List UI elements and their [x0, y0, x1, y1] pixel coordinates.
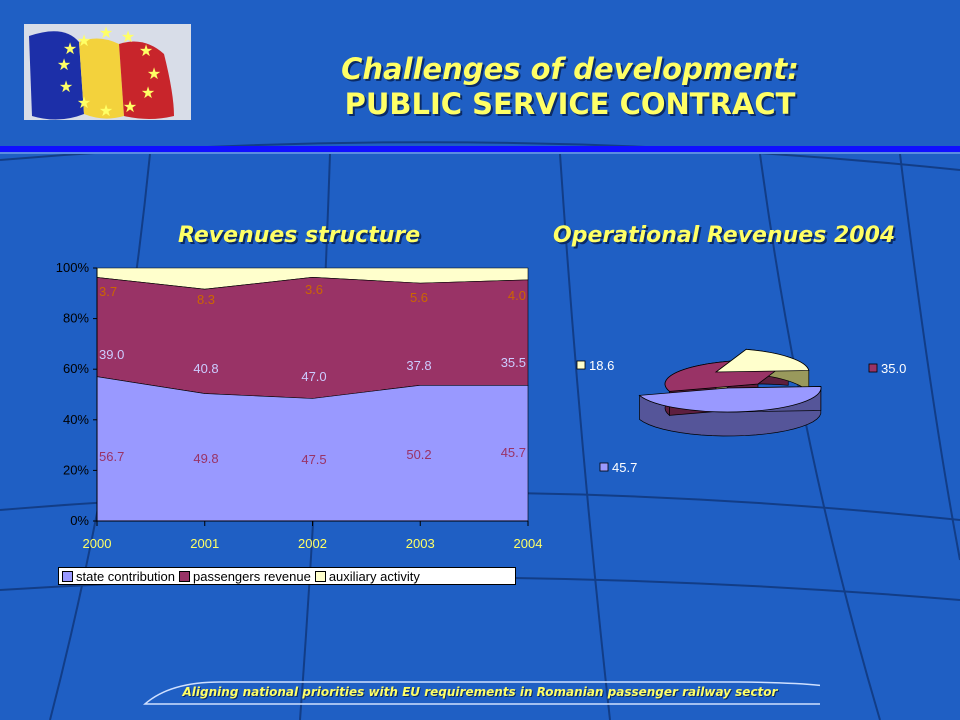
footer-banner: Aligning national priorities with EU req… [140, 680, 820, 706]
y-tick-label: 80% [63, 311, 89, 326]
data-label-passengers: 37.8 [406, 358, 431, 373]
pie-label-swatch [868, 363, 878, 373]
data-label-state: 45.7 [501, 445, 526, 460]
y-tick-label: 0% [70, 513, 89, 528]
svg-text:★: ★ [123, 99, 137, 116]
pie-slice-2 [714, 348, 810, 373]
data-label-auxiliary: 8.3 [197, 292, 215, 307]
chart-1-title: Revenues structure [178, 223, 421, 248]
footer-swoosh [143, 681, 820, 705]
svg-text:★: ★ [59, 79, 73, 96]
x-tick-label: 2003 [406, 536, 435, 551]
legend-item-passengers: passengers revenue [179, 569, 311, 584]
title-line-2: PUBLIC SERVICE CONTRACT [344, 87, 796, 121]
x-tick-label: 2004 [514, 536, 543, 551]
y-tick-label: 20% [63, 462, 89, 477]
data-label-state: 49.8 [193, 451, 218, 466]
area-state-contribution [96, 376, 529, 522]
data-label-passengers: 40.8 [193, 361, 218, 376]
chart-2-title: Operational Revenues 2004 [553, 223, 896, 248]
pie-label-swatch [576, 360, 586, 370]
y-tick-label: 60% [63, 361, 89, 376]
svg-text:★: ★ [57, 57, 71, 74]
pie-data-label: 35.0 [881, 361, 906, 376]
title-line-1: Challenges of development: [341, 52, 799, 86]
legend-item-auxiliary: auxiliary activity [314, 568, 420, 584]
legend-label-auxiliary: auxiliary activity [328, 568, 420, 584]
pie-slice-0 [638, 386, 822, 413]
svg-text:★: ★ [99, 25, 113, 42]
data-label-auxiliary: 3.6 [305, 282, 323, 297]
title-divider [0, 146, 960, 152]
data-label-auxiliary: 3.7 [99, 284, 117, 299]
x-tick-label: 2000 [83, 536, 112, 551]
svg-text:★: ★ [77, 33, 91, 50]
data-label-passengers: 35.5 [501, 355, 526, 370]
legend-label-passengers: passengers revenue [193, 568, 311, 584]
svg-text:★: ★ [141, 85, 155, 102]
title-divider-highlight [0, 152, 960, 154]
data-label-passengers: 39.0 [99, 347, 124, 362]
chart-1-legend: state contribution passengers revenue au… [58, 567, 516, 585]
legend-swatch-auxiliary [314, 570, 326, 582]
svg-text:★: ★ [147, 66, 161, 83]
legend-swatch-passengers [179, 570, 191, 582]
eu-romania-flag-logo: ★ ★ ★ ★ ★ ★ ★ ★ ★ ★ ★ ★ [24, 24, 191, 120]
svg-text:★: ★ [77, 95, 91, 112]
y-tick-label: 40% [63, 412, 89, 427]
pie-data-label: 45.7 [612, 460, 637, 475]
legend-item-state: state contribution [62, 569, 175, 584]
svg-text:★: ★ [139, 43, 153, 60]
svg-text:★: ★ [99, 103, 113, 120]
revenues-structure-area-chart: 0% 20% 40% 60% 80% 100% 2000 2001 2002 2003 2004 3.… [56, 260, 543, 551]
operational-revenues-pie-chart: 45.7 35.0 18.6 [576, 348, 906, 475]
x-tick-label: 2001 [190, 536, 219, 551]
pie-data-label: 18.6 [589, 358, 614, 373]
pie-label-swatch [599, 462, 609, 472]
legend-swatch-state [62, 570, 73, 582]
y-tick-label: 100% [56, 260, 90, 275]
data-label-auxiliary: 4.0 [508, 288, 526, 303]
svg-text:★: ★ [63, 41, 77, 58]
data-label-state: 47.5 [301, 452, 326, 467]
data-label-auxiliary: 5.6 [410, 290, 428, 305]
data-label-state: 56.7 [99, 449, 124, 464]
legend-label-state: state contribution [76, 568, 176, 584]
footer-text: Aligning national priorities with EU req… [182, 685, 778, 699]
data-label-state: 50.2 [406, 447, 431, 462]
x-tick-label: 2002 [298, 536, 327, 551]
svg-text:★: ★ [121, 29, 135, 46]
data-label-passengers: 47.0 [301, 369, 326, 384]
slide-title: Challenges of development: PUBLIC SERVIC… [200, 52, 940, 122]
